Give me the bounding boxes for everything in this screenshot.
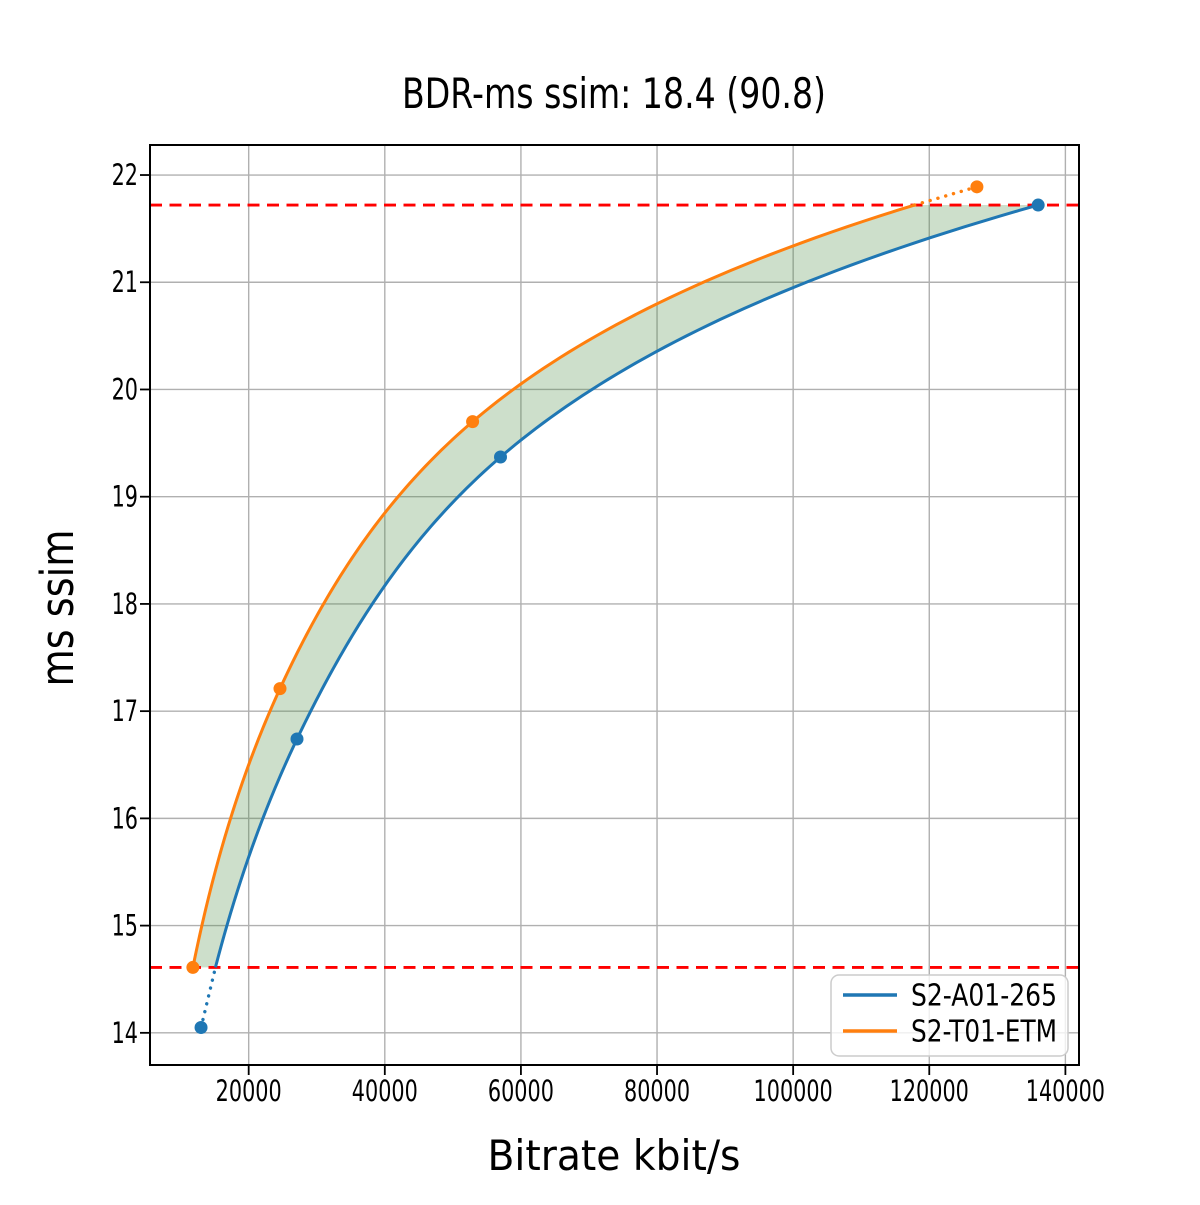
- data-point-S2-T01-ETM: [186, 960, 200, 974]
- y-tick-label: 19: [112, 480, 138, 514]
- axes-frame: [149, 144, 1080, 1066]
- x-tick-label: 100000: [754, 1074, 833, 1108]
- x-tick-label: 20000: [216, 1074, 282, 1108]
- x-axis-label: Bitrate kbit/s: [488, 1131, 741, 1180]
- y-tick-label: 16: [112, 801, 138, 835]
- y-tick-label: 21: [112, 265, 138, 299]
- chart-title: BDR-ms ssim: 18.4 (90.8): [402, 69, 826, 118]
- y-tick-label: 22: [112, 158, 138, 192]
- series-curve-S2-T01-ETM: [191, 203, 916, 968]
- axes-layer: [140, 144, 1080, 1075]
- x-tick-label: 40000: [352, 1074, 418, 1108]
- legend-label-0: S2-A01-265: [911, 979, 1057, 1014]
- bound-lines-layer: [150, 203, 1079, 969]
- x-tick-label: 80000: [624, 1074, 690, 1108]
- data-point-S2-A01-265: [1031, 198, 1045, 212]
- x-tick-label: 140000: [1026, 1074, 1105, 1108]
- y-tick-label: 17: [112, 694, 138, 728]
- data-point-S2-A01-265: [494, 450, 508, 464]
- data-point-S2-A01-265: [290, 732, 304, 746]
- grid-layer: [150, 145, 1079, 1065]
- series-curve-S2-A01-265: [213, 203, 1039, 968]
- tick-labels-layer: 20000 40000 60000 80000 100000 120000 140000 14…: [112, 158, 1105, 1108]
- y-tick-label: 20: [112, 372, 138, 406]
- bd-region-fill: [192, 205, 1039, 968]
- data-point-S2-T01-ETM: [466, 415, 480, 429]
- data-point-S2-T01-ETM: [273, 682, 287, 696]
- markers-layer: [186, 180, 1045, 1034]
- y-tick-label: 18: [112, 587, 138, 621]
- y-tick-label: 15: [112, 909, 138, 943]
- y-axis-label: ms ssim: [31, 530, 84, 687]
- series-extrapolation-dotted-S2-T01-ETM: [912, 185, 979, 207]
- legend: S2-A01-265 S2-T01-ETM: [830, 974, 1069, 1057]
- curves-layer: [191, 185, 1039, 1030]
- series-extrapolation-dotted-S2-A01-265: [199, 965, 218, 1030]
- fill-layer: [192, 205, 1039, 968]
- data-point-S2-T01-ETM: [970, 180, 984, 194]
- data-point-S2-A01-265: [194, 1020, 208, 1034]
- legend-label-1: S2-T01-ETM: [911, 1015, 1057, 1050]
- x-tick-label: 120000: [890, 1074, 969, 1108]
- y-tick-label: 14: [112, 1016, 138, 1050]
- x-tick-label: 60000: [488, 1074, 554, 1108]
